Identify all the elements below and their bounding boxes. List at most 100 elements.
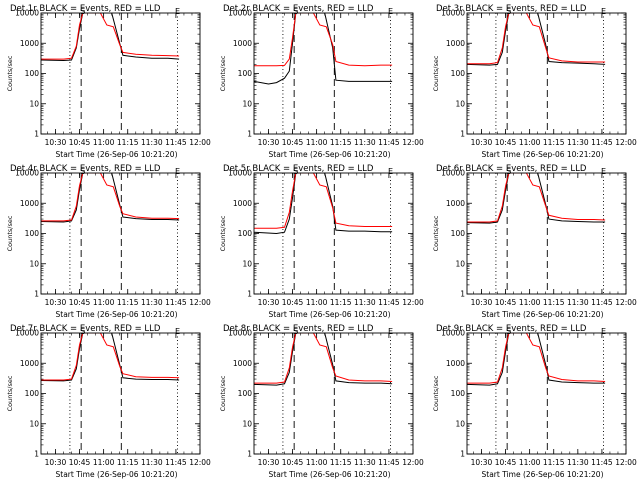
chart-title: Det 3r BLACK = Events, RED = LLD [436, 4, 587, 14]
x-tick-label: 11:15 [117, 298, 139, 307]
y-tick-label: 10 [29, 99, 39, 108]
black-events-series-line [254, 333, 393, 386]
x-tick-label: 11:00 [306, 138, 328, 147]
x-tick-label: 11:00 [306, 458, 328, 467]
x-tick-label: 10:45 [282, 138, 304, 147]
y-tick-label: 10 [29, 419, 39, 428]
y-tick-label: 10 [455, 259, 465, 268]
chart-svg: Det 3r BLACK = Events, RED = LLD Counts/s… [432, 4, 637, 159]
time-marker-label: S [80, 7, 85, 16]
plot-frame [40, 12, 201, 135]
x-tick-label: 10:30 [45, 138, 67, 147]
x-tick-label: 11:00 [93, 298, 115, 307]
y-tick-label: 10000 [228, 329, 252, 338]
y-tick-label: 1 [460, 290, 465, 299]
y-axis-label: Counts/sec [432, 55, 440, 91]
x-tick-label: 10:30 [471, 138, 493, 147]
red-lld-series-line [41, 333, 180, 381]
plot-frame [253, 12, 414, 135]
red-lld-series-line [41, 13, 180, 60]
chart-panel: Det 4r BLACK = Events, RED = LLD Counts/s… [0, 160, 213, 320]
chart-svg: Det 4r BLACK = Events, RED = LLD Counts/s… [6, 164, 211, 319]
red-lld-series-line [41, 173, 180, 222]
y-axis-label: Counts/sec [219, 55, 227, 91]
plot-frame [466, 12, 627, 135]
x-tick-label: 10:30 [258, 458, 280, 467]
y-tick-label: 10 [455, 419, 465, 428]
y-tick-label: 1 [34, 130, 39, 139]
x-tick-label: 11:00 [93, 458, 115, 467]
chart-panel: Det 1r BLACK = Events, RED = LLD Counts/s… [0, 0, 213, 160]
chart-panel: Det 5r BLACK = Events, RED = LLD Counts/s… [213, 160, 426, 320]
time-marker-label: S [506, 327, 511, 336]
y-tick-label: 1000 [446, 199, 465, 208]
x-tick-label: 10:30 [471, 458, 493, 467]
x-tick-label: 11:00 [519, 458, 541, 467]
y-tick-label: 10 [242, 419, 252, 428]
x-tick-label: 10:30 [258, 298, 280, 307]
time-marker-label: S [80, 167, 85, 176]
x-tick-label: 12:00 [402, 458, 424, 467]
x-tick-label: 11:15 [543, 298, 565, 307]
time-marker-label: E [175, 167, 180, 176]
x-axis-label: Start Time (26-Sep-06 10:21:20) [269, 470, 391, 479]
y-tick-label: 10000 [15, 169, 39, 178]
red-lld-series-line [467, 333, 606, 384]
time-marker-label: E [601, 327, 606, 336]
x-tick-label: 11:45 [378, 458, 400, 467]
time-marker-label: S [506, 7, 511, 16]
y-tick-label: 10 [29, 259, 39, 268]
chart-panel: Det 9r BLACK = Events, RED = LLD Counts/s… [426, 320, 639, 480]
y-tick-label: 1 [247, 130, 252, 139]
y-tick-label: 100 [25, 389, 40, 398]
time-marker-label: S [293, 167, 298, 176]
black-events-series-line [41, 173, 180, 223]
x-axis-label: Start Time (26-Sep-06 10:21:20) [56, 470, 178, 479]
y-tick-label: 1000 [446, 359, 465, 368]
y-tick-label: 100 [25, 69, 40, 78]
y-tick-label: 1000 [446, 39, 465, 48]
plot-frame [466, 332, 627, 455]
x-tick-label: 11:45 [165, 458, 187, 467]
x-tick-label: 12:00 [402, 298, 424, 307]
x-tick-label: 12:00 [615, 298, 637, 307]
y-tick-label: 1 [247, 450, 252, 459]
chart-panel: Det 2r BLACK = Events, RED = LLD Counts/s… [213, 0, 426, 160]
y-axis-label: Counts/sec [432, 375, 440, 411]
x-tick-label: 10:45 [495, 298, 517, 307]
y-axis-label: Counts/sec [432, 215, 440, 251]
x-tick-label: 10:30 [45, 298, 67, 307]
black-events-series-line [254, 13, 393, 85]
chart-svg: Det 2r BLACK = Events, RED = LLD Counts/s… [219, 4, 424, 159]
x-tick-label: 11:15 [117, 138, 139, 147]
y-tick-label: 1 [247, 290, 252, 299]
y-tick-label: 10000 [441, 169, 465, 178]
red-lld-series-line [254, 13, 393, 67]
x-tick-label: 12:00 [402, 138, 424, 147]
y-axis-label: Counts/sec [6, 55, 14, 91]
x-tick-label: 10:30 [471, 298, 493, 307]
y-tick-label: 10000 [228, 9, 252, 18]
y-tick-label: 100 [451, 389, 466, 398]
chart-svg: Det 5r BLACK = Events, RED = LLD Counts/s… [219, 164, 424, 319]
x-tick-label: 12:00 [615, 458, 637, 467]
x-tick-label: 11:45 [165, 138, 187, 147]
x-tick-label: 11:30 [567, 458, 589, 467]
chart-title: Det 5r BLACK = Events, RED = LLD [223, 164, 374, 174]
chart-title: Det 4r BLACK = Events, RED = LLD [10, 164, 161, 174]
x-axis-label: Start Time (26-Sep-06 10:21:20) [482, 310, 604, 319]
plot-frame [253, 332, 414, 455]
x-tick-label: 10:45 [495, 138, 517, 147]
x-axis-label: Start Time (26-Sep-06 10:21:20) [56, 310, 178, 319]
chart-panel: Det 8r BLACK = Events, RED = LLD Counts/s… [213, 320, 426, 480]
chart-title: Det 2r BLACK = Events, RED = LLD [223, 4, 374, 14]
chart-panel: Det 6r BLACK = Events, RED = LLD Counts/s… [426, 160, 639, 320]
x-tick-label: 11:30 [141, 458, 163, 467]
x-axis-label: Start Time (26-Sep-06 10:21:20) [269, 310, 391, 319]
x-tick-label: 11:30 [354, 298, 376, 307]
y-tick-label: 10 [242, 99, 252, 108]
x-tick-label: 11:00 [93, 138, 115, 147]
y-tick-label: 10 [455, 99, 465, 108]
y-tick-label: 100 [238, 229, 253, 238]
